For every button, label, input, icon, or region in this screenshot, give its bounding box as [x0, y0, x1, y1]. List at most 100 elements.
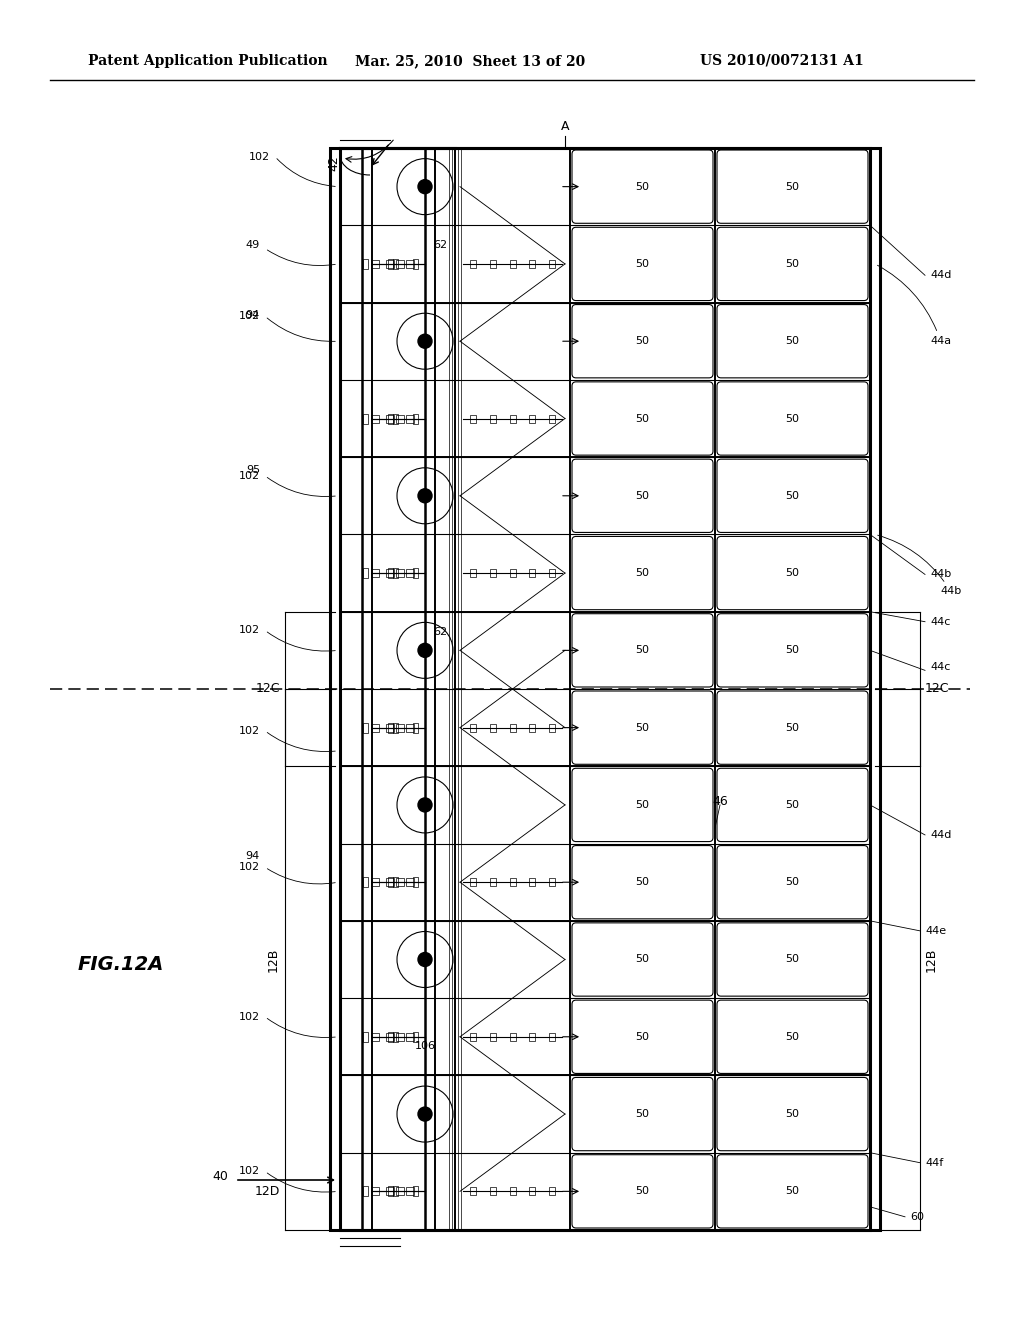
Text: 42: 42: [327, 156, 340, 172]
Bar: [396, 260, 404, 268]
Text: 50: 50: [636, 1032, 649, 1041]
Text: 12B: 12B: [267, 948, 280, 972]
Bar: [489, 260, 496, 268]
Text: 62: 62: [433, 240, 447, 251]
Text: Mar. 25, 2010  Sheet 13 of 20: Mar. 25, 2010 Sheet 13 of 20: [355, 54, 586, 69]
Bar: [406, 260, 414, 268]
Bar: [362, 722, 368, 733]
Bar: [396, 569, 404, 577]
Bar: [386, 569, 394, 577]
Bar: [510, 723, 515, 731]
Bar: [470, 1032, 476, 1040]
Text: 50: 50: [636, 491, 649, 500]
Bar: [510, 569, 515, 577]
Bar: [392, 722, 397, 733]
Text: 50: 50: [785, 1187, 800, 1196]
Bar: [362, 1032, 368, 1041]
Bar: [406, 1188, 414, 1196]
Bar: [387, 413, 392, 424]
Bar: [470, 569, 476, 577]
Text: 40: 40: [212, 1170, 228, 1183]
Text: 50: 50: [785, 337, 800, 346]
Bar: [529, 414, 536, 422]
Text: 94: 94: [246, 851, 260, 861]
Bar: [489, 878, 496, 886]
Bar: [529, 878, 536, 886]
Bar: [549, 723, 555, 731]
Text: 50: 50: [785, 1032, 800, 1041]
Bar: [387, 568, 392, 578]
Text: 95: 95: [246, 465, 260, 475]
Text: 50: 50: [636, 878, 649, 887]
Text: 102: 102: [239, 726, 260, 735]
Text: 12B: 12B: [925, 948, 938, 972]
Bar: [371, 569, 379, 577]
Circle shape: [418, 797, 432, 812]
Text: 50: 50: [785, 645, 800, 655]
Bar: [386, 1188, 394, 1196]
Text: 50: 50: [785, 259, 800, 269]
Bar: [386, 723, 394, 731]
Text: 44e: 44e: [925, 925, 946, 936]
Bar: [529, 260, 536, 268]
Bar: [413, 878, 418, 887]
Bar: [371, 414, 379, 422]
Bar: [413, 1032, 418, 1041]
Text: 50: 50: [636, 182, 649, 191]
Text: 102: 102: [249, 152, 270, 161]
Bar: [413, 722, 418, 733]
Bar: [529, 723, 536, 731]
Bar: [470, 414, 476, 422]
Circle shape: [418, 334, 432, 348]
Bar: [392, 1032, 397, 1041]
Bar: [489, 1188, 496, 1196]
Text: 44d: 44d: [930, 830, 951, 840]
Bar: [549, 878, 555, 886]
Text: 102: 102: [239, 1167, 260, 1176]
Bar: [386, 1032, 394, 1040]
Text: 50: 50: [636, 413, 649, 424]
Bar: [470, 723, 476, 731]
Bar: [489, 723, 496, 731]
Text: 50: 50: [636, 645, 649, 655]
Bar: [510, 1188, 515, 1196]
Bar: [549, 1188, 555, 1196]
Bar: [549, 414, 555, 422]
Bar: [470, 878, 476, 886]
Circle shape: [418, 953, 432, 966]
Bar: [529, 569, 536, 577]
Bar: [362, 878, 368, 887]
Text: 49: 49: [246, 240, 260, 251]
Bar: [413, 413, 418, 424]
Bar: [386, 260, 394, 268]
Text: 50: 50: [636, 1109, 649, 1119]
Bar: [340, 148, 870, 1230]
Text: 50: 50: [785, 954, 800, 965]
Text: 102: 102: [239, 312, 260, 321]
Text: 44c: 44c: [930, 616, 950, 627]
Bar: [362, 259, 368, 269]
Text: 50: 50: [785, 413, 800, 424]
Bar: [510, 260, 515, 268]
Text: 50: 50: [636, 337, 649, 346]
Bar: [396, 414, 404, 422]
Circle shape: [418, 180, 432, 194]
Text: 12C: 12C: [925, 682, 949, 696]
Text: 50: 50: [636, 259, 649, 269]
Bar: [470, 1188, 476, 1196]
Text: 50: 50: [785, 568, 800, 578]
Bar: [406, 569, 414, 577]
Bar: [510, 878, 515, 886]
Text: 50: 50: [636, 800, 649, 810]
Bar: [396, 878, 404, 886]
Text: 50: 50: [785, 491, 800, 500]
Text: 50: 50: [785, 800, 800, 810]
Bar: [406, 1032, 414, 1040]
Bar: [371, 1188, 379, 1196]
Text: 44b: 44b: [878, 535, 962, 597]
Text: 50: 50: [636, 722, 649, 733]
Bar: [510, 414, 515, 422]
Text: 44b: 44b: [930, 569, 951, 579]
Circle shape: [418, 488, 432, 503]
Text: 44a: 44a: [878, 265, 951, 346]
